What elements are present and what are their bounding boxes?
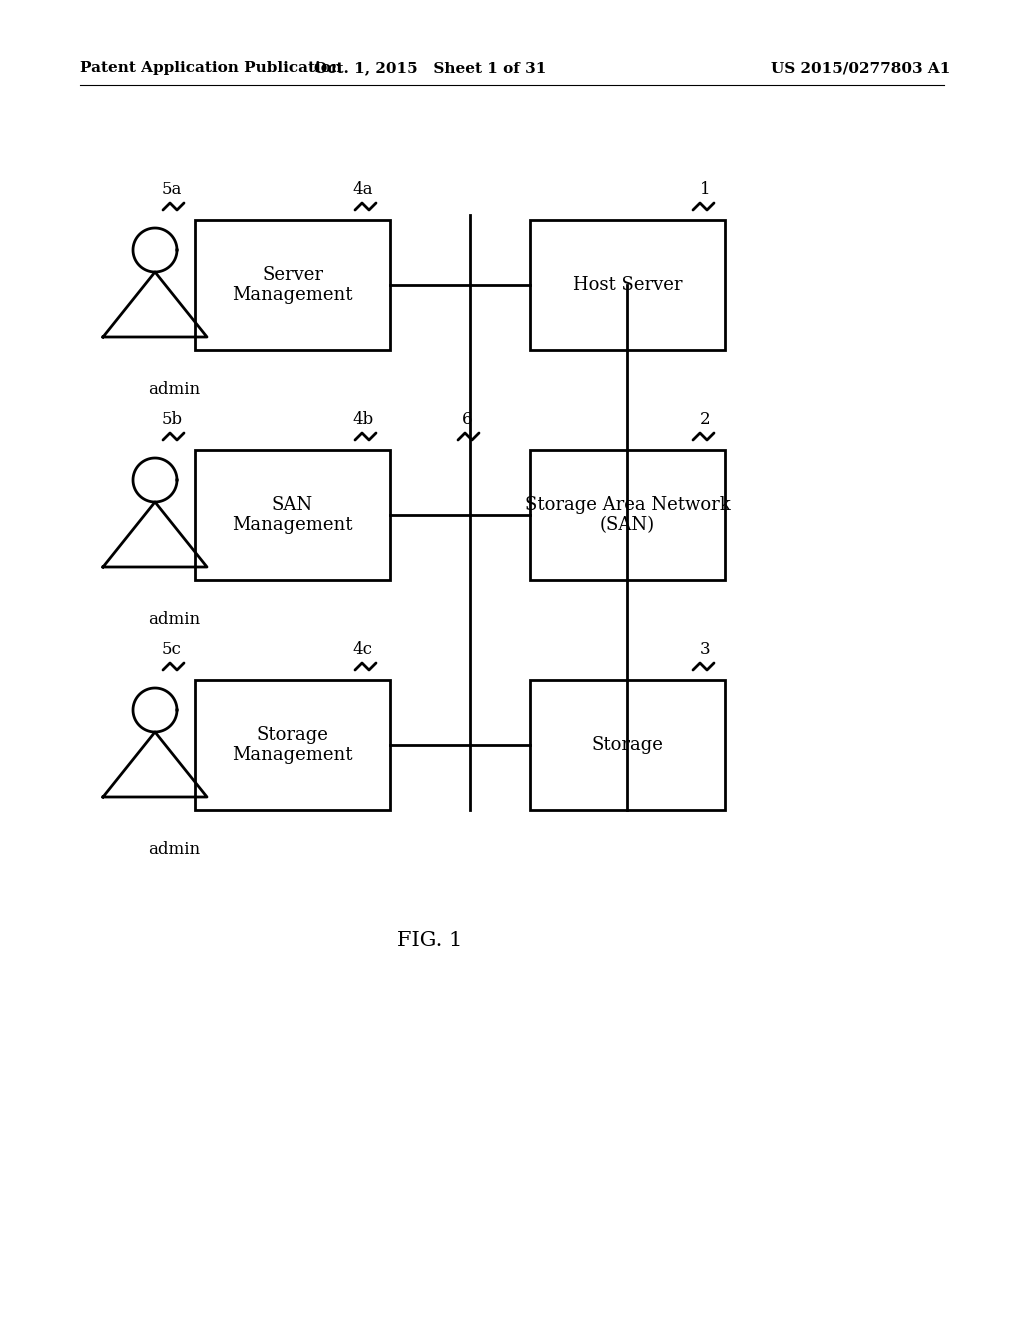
Text: Storage
Management: Storage Management bbox=[232, 726, 352, 764]
Text: Storage Area Network
(SAN): Storage Area Network (SAN) bbox=[524, 495, 730, 535]
Text: FIG. 1: FIG. 1 bbox=[397, 931, 463, 949]
Text: Server
Management: Server Management bbox=[232, 265, 352, 305]
Text: 4b: 4b bbox=[352, 411, 374, 428]
Text: 3: 3 bbox=[700, 642, 711, 657]
Text: 6: 6 bbox=[462, 411, 472, 428]
Text: SAN
Management: SAN Management bbox=[232, 495, 352, 535]
Text: admin: admin bbox=[148, 611, 200, 628]
Text: 5a: 5a bbox=[162, 181, 182, 198]
Text: admin: admin bbox=[148, 842, 200, 858]
Text: Storage: Storage bbox=[592, 737, 664, 754]
Text: 4a: 4a bbox=[352, 181, 373, 198]
Bar bbox=[530, 450, 725, 579]
Text: 2: 2 bbox=[700, 411, 711, 428]
Text: 1: 1 bbox=[700, 181, 711, 198]
Bar bbox=[195, 450, 390, 579]
Text: US 2015/0277803 A1: US 2015/0277803 A1 bbox=[771, 61, 950, 75]
Text: 5b: 5b bbox=[162, 411, 183, 428]
Text: Host Server: Host Server bbox=[572, 276, 682, 294]
Text: admin: admin bbox=[148, 381, 200, 399]
Text: Oct. 1, 2015   Sheet 1 of 31: Oct. 1, 2015 Sheet 1 of 31 bbox=[313, 61, 546, 75]
Bar bbox=[195, 220, 390, 350]
Bar bbox=[530, 220, 725, 350]
Bar bbox=[530, 680, 725, 810]
Text: 4c: 4c bbox=[352, 642, 372, 657]
Text: 5c: 5c bbox=[162, 642, 182, 657]
Bar bbox=[195, 680, 390, 810]
Text: Patent Application Publication: Patent Application Publication bbox=[80, 61, 342, 75]
